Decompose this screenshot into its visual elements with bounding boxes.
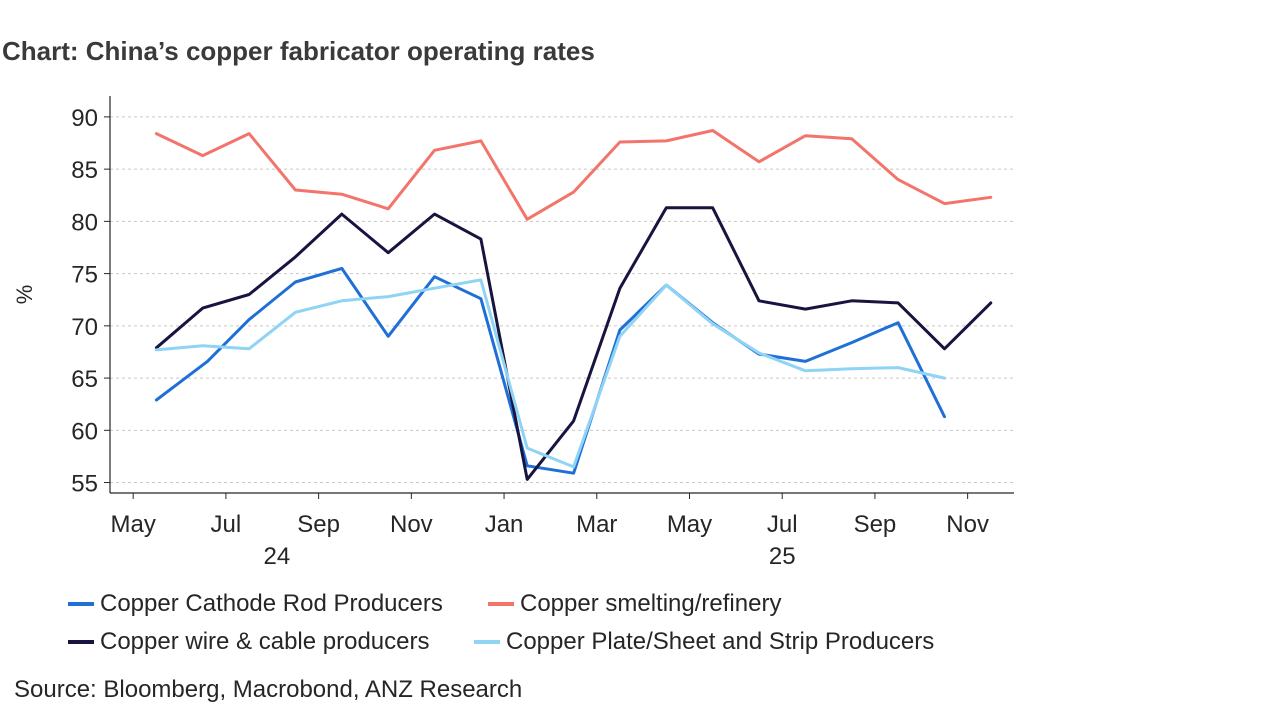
x-tick-label: Jul [767,511,798,538]
legend-item: Copper smelting/refinery [488,590,781,618]
x-tick-label: May [111,511,156,538]
series-line-1 [154,266,946,475]
y-tick-label: 85 [71,157,98,184]
legend-label: Copper Plate/Sheet and Strip Producers [506,628,935,655]
y-tick-label: 60 [71,418,98,445]
x-tick-label: Sep [297,511,340,538]
y-axis-label: % [12,285,37,305]
y-tick-label: 65 [71,366,98,393]
legend-label: Copper Cathode Rod Producers [100,590,443,617]
x-tick-label: Mar [576,511,617,538]
legend-swatch [488,602,514,606]
grid-lines [110,116,1014,484]
x-tick-label: May [667,511,712,538]
legend-swatch [68,602,94,606]
y-tick-label: 55 [71,471,98,498]
legend-item: Copper Plate/Sheet and Strip Producers [474,628,934,656]
legend-label: Copper wire & cable producers [100,628,430,655]
x-tick-label: Jan [485,511,524,538]
legend-label: Copper smelting/refinery [520,590,782,617]
axes [104,96,1014,499]
x-tick-label: Nov [946,511,989,538]
axis-labels: 55 60 65 70 75 80 85 90 May Jul Sep Nov Jan Mar May Jul… [12,105,989,570]
series-lines [154,129,993,481]
series-line-4 [154,278,946,469]
legend-swatch [68,640,94,644]
y-tick-label: 80 [71,209,98,236]
chart-title: Chart: China’s copper fabricator operati… [2,36,595,66]
legend-item: Copper Cathode Rod Producers [68,590,443,618]
series-line-2 [154,129,993,221]
x-year-label: 24 [264,543,291,570]
x-year-label: 25 [769,543,796,570]
y-tick-label: 75 [71,262,98,289]
x-tick-label: Jul [211,511,242,538]
y-tick-label: 90 [71,105,98,132]
x-tick-label: Nov [390,511,433,538]
legend-item: Copper wire & cable producers [68,628,430,656]
x-tick-label: Sep [854,511,897,538]
source-note: Source: Bloomberg, Macrobond, ANZ Resear… [14,676,523,703]
y-tick-label: 70 [71,314,98,341]
legend-swatch [474,640,500,644]
series-line-3 [154,206,993,481]
